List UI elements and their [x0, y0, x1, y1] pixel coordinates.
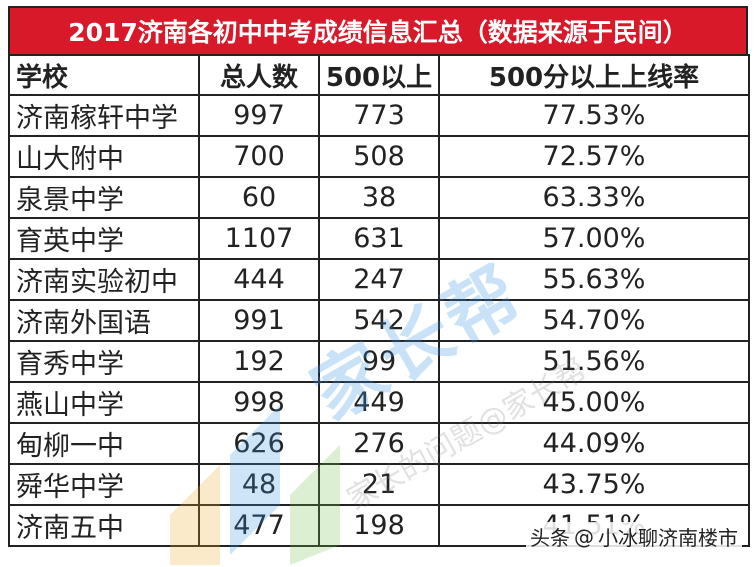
total-cell: 60 — [198, 176, 320, 219]
above500-cell: 542 — [318, 299, 440, 342]
school-cell: 济南外国语 — [8, 299, 200, 342]
school-cell: 济南稼轩中学 — [8, 94, 200, 137]
rate-cell: 45.00% — [438, 381, 750, 424]
above500-cell: 449 — [318, 381, 440, 424]
school-cell: 育秀中学 — [8, 340, 200, 383]
rate-cell: 51.56% — [438, 340, 750, 383]
header-row: 学校 总人数 500以上 500分以上上线率 — [8, 54, 750, 96]
rate-cell: 43.75% — [438, 463, 750, 506]
school-cell: 济南五中 — [8, 504, 200, 547]
school-cell: 甸柳一中 — [8, 422, 200, 465]
source-credit: 头条 @ 小冰聊济南楼市 — [526, 522, 742, 551]
header-total: 总人数 — [198, 54, 320, 96]
table-row: 济南外国语 991 542 54.70% — [8, 299, 750, 342]
total-cell: 997 — [198, 94, 320, 137]
at-icon: @ — [574, 524, 594, 549]
header-rate: 500分以上上线率 — [438, 54, 750, 96]
above500-cell: 99 — [318, 340, 440, 383]
rate-cell: 77.53% — [438, 94, 750, 137]
score-table-container: 2017济南各初中中考成绩信息汇总（数据来源于民间） 学校 总人数 500以上 … — [8, 6, 750, 547]
total-cell: 700 — [198, 135, 320, 178]
rate-cell: 55.63% — [438, 258, 750, 301]
header-above500: 500以上 — [318, 54, 440, 96]
school-cell: 泉景中学 — [8, 176, 200, 219]
above500-cell: 247 — [318, 258, 440, 301]
table-row: 泉景中学 60 38 63.33% — [8, 176, 750, 219]
school-cell: 育英中学 — [8, 217, 200, 260]
total-cell: 477 — [198, 504, 320, 547]
total-cell: 48 — [198, 463, 320, 506]
credit-prefix: 头条 — [530, 526, 570, 550]
total-cell: 192 — [198, 340, 320, 383]
above500-cell: 773 — [318, 94, 440, 137]
above500-cell: 38 — [318, 176, 440, 219]
above500-cell: 631 — [318, 217, 440, 260]
above500-cell: 276 — [318, 422, 440, 465]
score-table: 学校 总人数 500以上 500分以上上线率 济南稼轩中学 997 773 77.53… — [8, 54, 750, 547]
total-cell: 991 — [198, 299, 320, 342]
table-row: 济南实验初中 444 247 55.63% — [8, 258, 750, 301]
school-cell: 济南实验初中 — [8, 258, 200, 301]
rate-cell: 57.00% — [438, 217, 750, 260]
total-cell: 998 — [198, 381, 320, 424]
table-row: 济南稼轩中学 997 773 77.53% — [8, 94, 750, 137]
table-row: 甸柳一中 626 276 44.09% — [8, 422, 750, 465]
school-cell: 山大附中 — [8, 135, 200, 178]
rate-cell: 72.57% — [438, 135, 750, 178]
credit-handle: 小冰聊济南楼市 — [598, 526, 738, 550]
table-row: 育秀中学 192 99 51.56% — [8, 340, 750, 383]
above500-cell: 198 — [318, 504, 440, 547]
above500-cell: 508 — [318, 135, 440, 178]
header-school: 学校 — [8, 54, 200, 96]
table-row: 山大附中 700 508 72.57% — [8, 135, 750, 178]
rate-cell: 63.33% — [438, 176, 750, 219]
rate-cell: 54.70% — [438, 299, 750, 342]
school-cell: 舜华中学 — [8, 463, 200, 506]
table-row: 燕山中学 998 449 45.00% — [8, 381, 750, 424]
rate-cell: 44.09% — [438, 422, 750, 465]
school-cell: 燕山中学 — [8, 381, 200, 424]
total-cell: 444 — [198, 258, 320, 301]
total-cell: 1107 — [198, 217, 320, 260]
above500-cell: 21 — [318, 463, 440, 506]
total-cell: 626 — [198, 422, 320, 465]
table-row: 舜华中学 48 21 43.75% — [8, 463, 750, 506]
table-title: 2017济南各初中中考成绩信息汇总（数据来源于民间） — [8, 6, 748, 54]
table-row: 育英中学 1107 631 57.00% — [8, 217, 750, 260]
